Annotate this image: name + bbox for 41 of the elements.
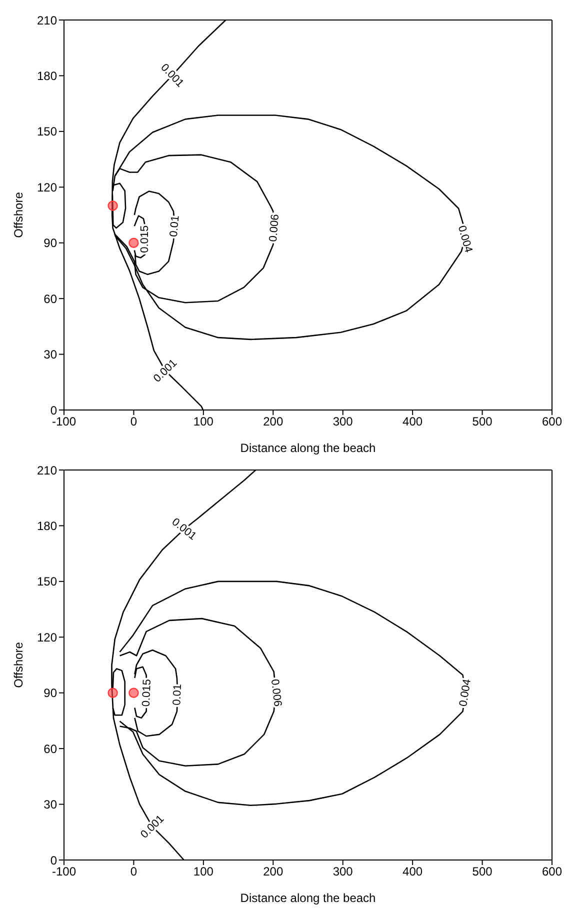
y-tick-label: 120 [36, 630, 58, 644]
annotation: 0.004 [455, 224, 474, 254]
x-tick-label: 300 [332, 864, 354, 879]
x-tick-label: 500 [472, 864, 493, 879]
y-tick-label: 150 [36, 574, 58, 589]
y-tick-label: 180 [36, 518, 58, 533]
y-tick-label: 210 [36, 463, 58, 478]
x-axis-title: Distance along the beach [240, 441, 376, 455]
x-tick-label: 300 [332, 414, 354, 429]
x-tick-label: -100 [52, 414, 76, 429]
y-tick-label: 120 [36, 180, 58, 194]
annotation: 0.015 [140, 678, 154, 707]
y-tick-label: 150 [36, 124, 58, 139]
y-tick-label: 30 [44, 348, 58, 362]
y-tick-label: 90 [44, 686, 58, 700]
y-axis-title: Offshore [11, 192, 26, 238]
y-tick-label: 60 [44, 292, 58, 306]
x-tick-label: 400 [402, 414, 423, 429]
annotation: 0.006 [268, 678, 284, 708]
x-tick-label: 100 [193, 864, 214, 879]
y-tick-label: 90 [44, 236, 58, 250]
y-tick-label: 180 [36, 68, 58, 83]
annotation: 0.01 [171, 684, 184, 706]
x-tick-label: 500 [472, 414, 493, 429]
annotation: 0.006 [267, 214, 282, 242]
x-axis-title: Distance along the beach [240, 891, 376, 905]
x-tick-label: 200 [263, 864, 284, 879]
y-tick-label: 0 [50, 853, 58, 868]
y-axis-title: Offshore [11, 642, 26, 688]
x-tick-label: 600 [542, 864, 562, 879]
x-tick-label: -100 [52, 864, 76, 879]
x-tick-label: 0 [130, 864, 138, 879]
x-tick-label: 400 [402, 864, 423, 879]
x-tick-label: 200 [263, 414, 284, 429]
y-tick-label: 60 [44, 742, 58, 756]
y-tick-label: 30 [44, 798, 58, 812]
y-tick-label: 210 [36, 13, 58, 28]
y-tick-label: 0 [50, 403, 58, 418]
x-tick-label: 600 [542, 414, 562, 429]
x-tick-label: 0 [130, 414, 138, 429]
x-tick-label: 100 [193, 414, 214, 429]
